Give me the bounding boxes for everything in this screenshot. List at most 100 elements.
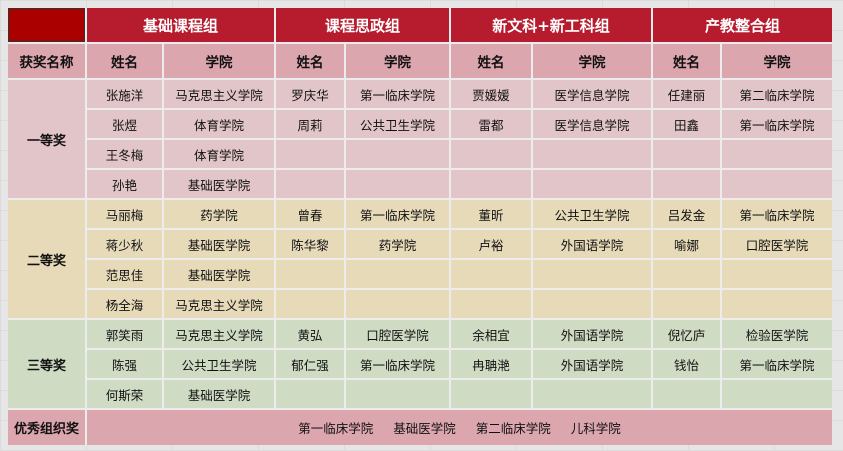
college-column-header[interactable]: 学院	[722, 44, 832, 78]
winner-college-cell[interactable]	[346, 380, 449, 408]
winner-name-cell[interactable]	[451, 170, 531, 198]
winner-college-cell[interactable]: 医学信息学院	[533, 80, 651, 108]
winner-name-cell[interactable]: 罗庆华	[276, 80, 344, 108]
winner-college-cell[interactable]	[346, 140, 449, 168]
winner-college-cell[interactable]	[722, 380, 832, 408]
winner-name-cell[interactable]: 张施洋	[87, 80, 162, 108]
winner-name-cell[interactable]: 王冬梅	[87, 140, 162, 168]
winner-college-cell[interactable]: 第一临床学院	[346, 350, 449, 378]
winner-name-cell[interactable]: 马丽梅	[87, 200, 162, 228]
winner-college-cell[interactable]: 第一临床学院	[346, 80, 449, 108]
winner-college-cell[interactable]: 口腔医学院	[346, 320, 449, 348]
winner-name-cell[interactable]	[276, 140, 344, 168]
winner-college-cell[interactable]	[533, 380, 651, 408]
winner-college-cell[interactable]: 公共卫生学院	[533, 200, 651, 228]
winner-name-cell[interactable]: 郁仁强	[276, 350, 344, 378]
winner-name-cell[interactable]	[653, 380, 720, 408]
prize-label[interactable]: 一等奖	[8, 80, 85, 198]
group-header[interactable]: 课程思政组	[276, 8, 449, 42]
winner-college-cell[interactable]: 外国语学院	[533, 230, 651, 258]
winner-name-cell[interactable]: 张煜	[87, 110, 162, 138]
winner-name-cell[interactable]: 董昕	[451, 200, 531, 228]
name-column-header[interactable]: 姓名	[276, 44, 344, 78]
winner-college-cell[interactable]	[533, 170, 651, 198]
winner-college-cell[interactable]	[346, 170, 449, 198]
winner-college-cell[interactable]: 基础医学院	[164, 380, 274, 408]
winner-college-cell[interactable]: 基础医学院	[164, 260, 274, 288]
winner-name-cell[interactable]: 余相宜	[451, 320, 531, 348]
winner-name-cell[interactable]: 钱怡	[653, 350, 720, 378]
winner-college-cell[interactable]: 检验医学院	[722, 320, 832, 348]
winner-name-cell[interactable]	[653, 170, 720, 198]
winner-name-cell[interactable]: 杨全海	[87, 290, 162, 318]
winner-college-cell[interactable]: 第二临床学院	[722, 80, 832, 108]
winner-college-cell[interactable]: 体育学院	[164, 110, 274, 138]
winner-college-cell[interactable]	[533, 290, 651, 318]
winner-name-cell[interactable]: 贾媛媛	[451, 80, 531, 108]
header-corner-cell[interactable]	[8, 8, 85, 42]
organization-award-label[interactable]: 优秀组织奖	[8, 410, 85, 445]
winner-college-cell[interactable]: 外国语学院	[533, 320, 651, 348]
winner-name-cell[interactable]	[653, 260, 720, 288]
winner-college-cell[interactable]: 医学信息学院	[533, 110, 651, 138]
winner-name-cell[interactable]	[451, 140, 531, 168]
group-header[interactable]: 产教整合组	[653, 8, 832, 42]
winner-college-cell[interactable]: 公共卫生学院	[164, 350, 274, 378]
winner-college-cell[interactable]: 第一临床学院	[346, 200, 449, 228]
winner-name-cell[interactable]: 喻娜	[653, 230, 720, 258]
winner-name-cell[interactable]: 陈强	[87, 350, 162, 378]
name-column-header[interactable]: 姓名	[451, 44, 531, 78]
winner-college-cell[interactable]: 第一临床学院	[722, 110, 832, 138]
winner-name-cell[interactable]: 孙艳	[87, 170, 162, 198]
group-header[interactable]: 基础课程组	[87, 8, 274, 42]
winner-college-cell[interactable]: 外国语学院	[533, 350, 651, 378]
winner-name-cell[interactable]	[276, 290, 344, 318]
winner-name-cell[interactable]: 郭笑雨	[87, 320, 162, 348]
name-column-header[interactable]: 姓名	[87, 44, 162, 78]
group-header[interactable]: 新文科+新工科组	[451, 8, 651, 42]
winner-college-cell[interactable]: 马克思主义学院	[164, 290, 274, 318]
winner-college-cell[interactable]: 公共卫生学院	[346, 110, 449, 138]
winner-name-cell[interactable]	[653, 290, 720, 318]
winner-name-cell[interactable]	[276, 170, 344, 198]
winner-name-cell[interactable]	[653, 140, 720, 168]
winner-name-cell[interactable]: 周莉	[276, 110, 344, 138]
winner-name-cell[interactable]: 雷都	[451, 110, 531, 138]
winner-college-cell[interactable]	[533, 140, 651, 168]
winner-college-cell[interactable]: 马克思主义学院	[164, 320, 274, 348]
prize-label[interactable]: 二等奖	[8, 200, 85, 318]
winner-name-cell[interactable]: 陈华黎	[276, 230, 344, 258]
winner-name-cell[interactable]: 卢裕	[451, 230, 531, 258]
winner-name-cell[interactable]: 何斯荣	[87, 380, 162, 408]
college-column-header[interactable]: 学院	[346, 44, 449, 78]
winner-college-cell[interactable]	[722, 170, 832, 198]
winner-name-cell[interactable]: 蒋少秋	[87, 230, 162, 258]
winner-name-cell[interactable]	[276, 260, 344, 288]
prize-label[interactable]: 三等奖	[8, 320, 85, 408]
winner-name-cell[interactable]	[451, 380, 531, 408]
winner-name-cell[interactable]: 冉聃滟	[451, 350, 531, 378]
college-column-header[interactable]: 学院	[164, 44, 274, 78]
winner-college-cell[interactable]: 马克思主义学院	[164, 80, 274, 108]
award-name-header[interactable]: 获奖名称	[8, 44, 85, 78]
winner-college-cell[interactable]	[722, 140, 832, 168]
winner-name-cell[interactable]	[276, 380, 344, 408]
winner-college-cell[interactable]: 口腔医学院	[722, 230, 832, 258]
winner-college-cell[interactable]: 第一临床学院	[722, 350, 832, 378]
winner-college-cell[interactable]: 药学院	[164, 200, 274, 228]
winner-name-cell[interactable]: 吕发金	[653, 200, 720, 228]
organization-award-colleges[interactable]: 第一临床学院 基础医学院 第二临床学院 儿科学院	[87, 410, 832, 445]
winner-name-cell[interactable]	[451, 260, 531, 288]
name-column-header[interactable]: 姓名	[653, 44, 720, 78]
winner-college-cell[interactable]	[722, 260, 832, 288]
winner-name-cell[interactable]	[451, 290, 531, 318]
winner-name-cell[interactable]: 倪忆庐	[653, 320, 720, 348]
winner-college-cell[interactable]	[346, 260, 449, 288]
winner-college-cell[interactable]	[346, 290, 449, 318]
winner-name-cell[interactable]: 任建丽	[653, 80, 720, 108]
winner-name-cell[interactable]: 范思佳	[87, 260, 162, 288]
winner-college-cell[interactable]	[533, 260, 651, 288]
winner-name-cell[interactable]: 黄弘	[276, 320, 344, 348]
college-column-header[interactable]: 学院	[533, 44, 651, 78]
winner-college-cell[interactable]	[722, 290, 832, 318]
